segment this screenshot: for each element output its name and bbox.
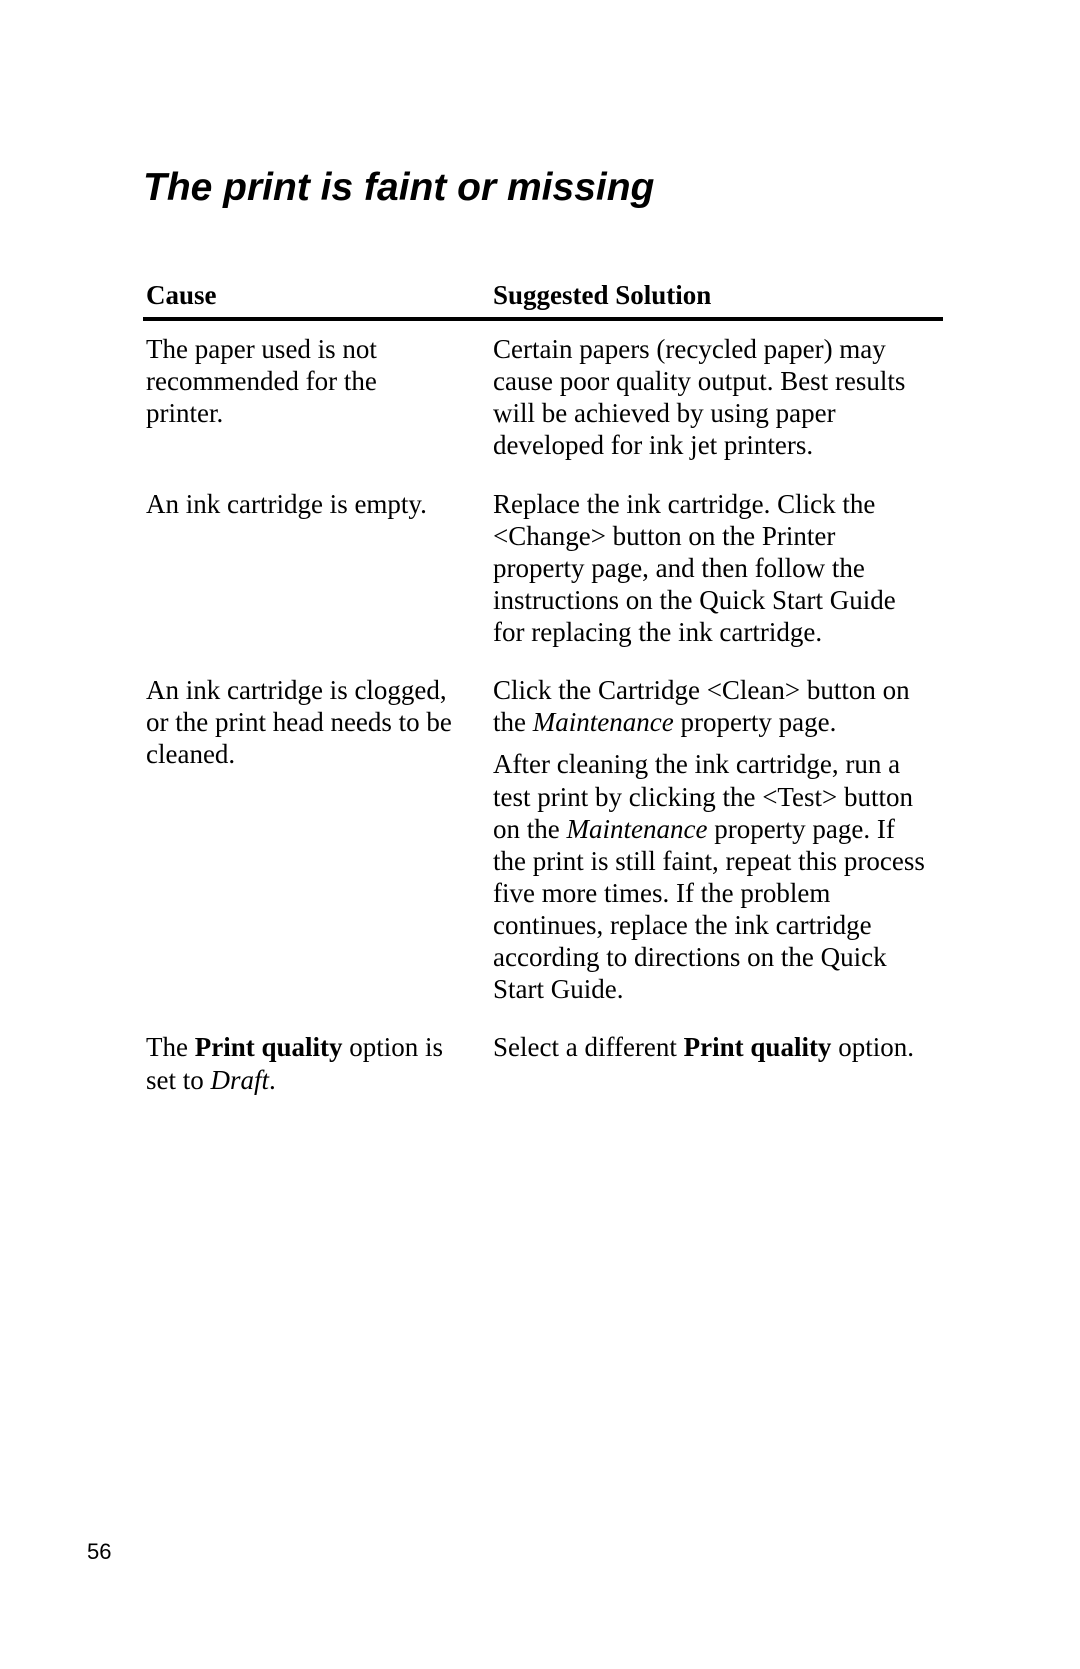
italic-text: Draft: [211, 1065, 270, 1095]
troubleshooting-table: Cause Suggested Solution The paper used …: [143, 280, 943, 1110]
bold-text: Print quality: [684, 1032, 832, 1062]
table-row: The paper used is not recommended for th…: [143, 319, 943, 476]
cell-cause: The Print quality option is set to Draft…: [143, 1019, 490, 1109]
italic-text: Maintenance: [533, 707, 674, 737]
table-row: An ink cartridge is clogged, or the prin…: [143, 662, 943, 1019]
cell-solution: Select a different Print quality option.: [490, 1019, 943, 1109]
document-page: The print is faint or missing Cause Sugg…: [0, 0, 1080, 1669]
cell-solution: Certain papers (recycled paper) may caus…: [490, 319, 943, 476]
cell-solution: Click the Cartridge <Clean> button on th…: [490, 662, 943, 1019]
page-number: 56: [87, 1539, 111, 1565]
italic-text: Maintenance: [567, 814, 708, 844]
cell-cause: An ink cartridge is clogged, or the prin…: [143, 662, 490, 1019]
section-title: The print is faint or missing: [143, 166, 945, 210]
table-row: An ink cartridge is empty. Replace the i…: [143, 476, 943, 663]
bold-text: Print quality: [195, 1032, 343, 1062]
text: .: [269, 1065, 276, 1095]
cell-cause: The paper used is not recommended for th…: [143, 319, 490, 476]
table-header-row: Cause Suggested Solution: [143, 280, 943, 319]
header-solution: Suggested Solution: [490, 280, 943, 319]
header-cause: Cause: [143, 280, 490, 319]
text: Select a different: [493, 1032, 684, 1062]
cell-solution: Replace the ink cartridge. Click the <Ch…: [490, 476, 943, 663]
text: The: [146, 1032, 195, 1062]
cell-cause: An ink cartridge is empty.: [143, 476, 490, 663]
solution-paragraph: After cleaning the ink cartridge, run a …: [493, 748, 933, 1005]
solution-paragraph: Click the Cartridge <Clean> button on th…: [493, 674, 933, 738]
text: option.: [831, 1032, 914, 1062]
text: property page.: [674, 707, 837, 737]
table-row: The Print quality option is set to Draft…: [143, 1019, 943, 1109]
